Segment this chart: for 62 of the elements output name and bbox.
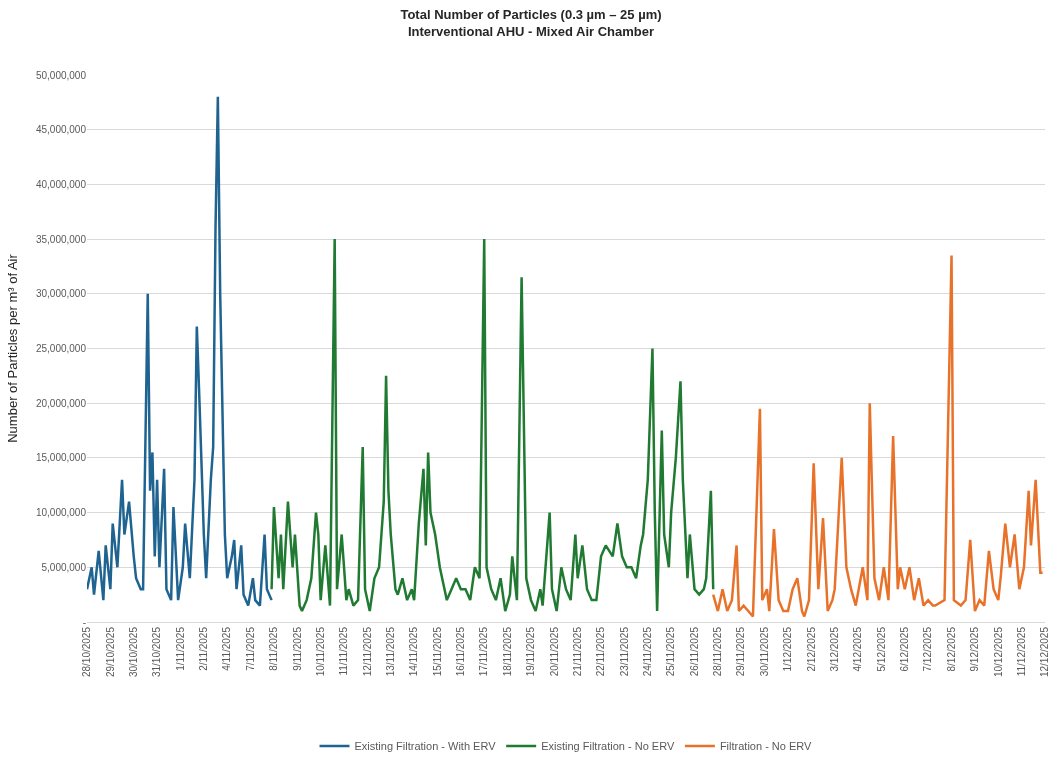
x-tick-label: 7/12/2025 bbox=[922, 626, 934, 672]
x-tick-label: 10/11/2025 bbox=[314, 626, 326, 677]
y-tick-label: 30,000,000 bbox=[35, 288, 87, 300]
x-tick-label: 30/10/2025 bbox=[127, 626, 139, 678]
x-tick-label: 12/11/2025 bbox=[361, 626, 373, 677]
x-tick-label: 1/12/2025 bbox=[782, 626, 794, 672]
x-tick-label: 10/12/2025 bbox=[992, 626, 1004, 678]
x-tick-label: 22/11/2025 bbox=[595, 626, 607, 677]
y-tick-label: 20,000,000 bbox=[35, 397, 87, 409]
y-tick-label: 15,000,000 bbox=[35, 452, 87, 464]
x-tick-label: 4/12/2025 bbox=[852, 626, 864, 672]
x-tick-label: 28/11/2025 bbox=[712, 626, 724, 677]
x-tick-label: 30/11/2025 bbox=[758, 626, 770, 677]
x-tick-label: 15/11/2025 bbox=[431, 626, 443, 677]
x-tick-label: 31/10/2025 bbox=[151, 626, 163, 678]
x-tick-label: 12/12/2025 bbox=[1039, 626, 1051, 678]
x-tick-label: 26/11/2025 bbox=[688, 626, 700, 677]
line-series bbox=[87, 95, 273, 607]
x-tick-label: 25/11/2025 bbox=[665, 626, 677, 677]
x-tick-label: 9/12/2025 bbox=[969, 626, 981, 672]
x-tick-label: 6/12/2025 bbox=[899, 626, 911, 672]
x-tick-label: 3/12/2025 bbox=[828, 626, 840, 672]
x-tick-label: 28/10/2025 bbox=[81, 626, 93, 678]
y-tick-label: 10,000,000 bbox=[35, 507, 87, 519]
x-tick-label: 11/12/2025 bbox=[1015, 626, 1027, 677]
x-tick-label: 13/11/2025 bbox=[385, 626, 397, 677]
y-tick-label: 35,000,000 bbox=[35, 233, 87, 245]
x-tick-label: 4/11/2025 bbox=[221, 626, 233, 671]
legend-label: Existing Filtration - With ERV bbox=[354, 740, 497, 753]
legend-label: Filtration - No ERV bbox=[719, 740, 813, 753]
y-tick-label: - bbox=[82, 616, 86, 628]
y-tick-label: 40,000,000 bbox=[35, 178, 87, 190]
x-tick-label: 1/11/2025 bbox=[174, 626, 186, 671]
chart-title: Total Number of Particles (0.3 µm – 25 µm) bbox=[400, 7, 662, 23]
x-tick-label: 20/11/2025 bbox=[548, 626, 560, 677]
x-tick-label: 18/11/2025 bbox=[501, 626, 513, 677]
x-tick-label: 8/12/2025 bbox=[945, 626, 957, 672]
x-tick-label: 5/12/2025 bbox=[875, 626, 887, 672]
line-series bbox=[711, 254, 1044, 618]
x-tick-label: 16/11/2025 bbox=[455, 626, 467, 677]
line-series bbox=[270, 237, 715, 613]
x-tick-label: 2/12/2025 bbox=[805, 626, 817, 672]
x-tick-label: 7/11/2025 bbox=[244, 626, 256, 671]
y-tick-label: 50,000,000 bbox=[35, 69, 87, 81]
x-tick-label: 9/11/2025 bbox=[291, 626, 303, 671]
x-tick-label: 2/11/2025 bbox=[198, 626, 210, 671]
x-tick-label: 29/11/2025 bbox=[735, 626, 747, 677]
legend-label: Existing Filtration - No ERV bbox=[541, 740, 675, 753]
y-tick-label: 25,000,000 bbox=[35, 343, 87, 354]
y-tick-label: 5,000,000 bbox=[41, 561, 87, 573]
x-tick-label: 11/11/2025 bbox=[338, 626, 350, 676]
x-tick-label: 17/11/2025 bbox=[478, 626, 490, 677]
x-tick-label: 19/11/2025 bbox=[525, 626, 537, 677]
x-tick-label: 21/11/2025 bbox=[571, 626, 583, 677]
x-tick-label: 24/11/2025 bbox=[642, 626, 654, 677]
x-tick-label: 23/11/2025 bbox=[618, 626, 630, 677]
chart-subtitle: Interventional AHU - Mixed Air Chamber bbox=[407, 24, 655, 40]
y-axis-title: Number of Particles per m³ of Air bbox=[4, 253, 20, 443]
x-tick-label: 29/10/2025 bbox=[104, 626, 116, 678]
x-tick-label: 14/11/2025 bbox=[408, 626, 420, 677]
x-tick-label: 8/11/2025 bbox=[268, 626, 280, 671]
y-tick-label: 45,000,000 bbox=[35, 124, 87, 136]
